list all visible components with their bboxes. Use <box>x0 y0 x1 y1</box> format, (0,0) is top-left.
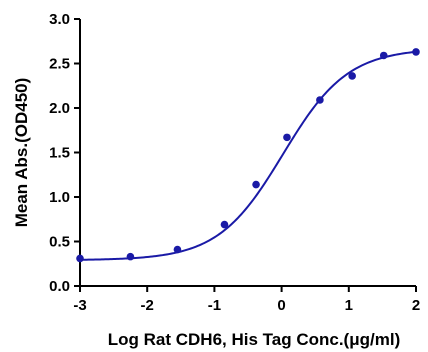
data-point <box>379 51 388 60</box>
data-point <box>348 72 356 80</box>
x-tick-label: 1 <box>345 297 353 314</box>
x-axis-title: Log Rat CDH6, His Tag Conc.(μg/ml) <box>108 330 400 349</box>
y-tick-label: 0.5 <box>49 234 70 251</box>
fit-curve <box>79 50 417 261</box>
data-point <box>126 252 135 261</box>
y-axis: 0.0 0.5 1.0 1.5 2.0 2.5 3.0 <box>49 11 81 295</box>
y-tick-label: 2.5 <box>49 56 70 73</box>
y-axis-title: Mean Abs.(OD450) <box>12 78 31 228</box>
data-point <box>76 254 84 263</box>
data-point <box>252 180 260 189</box>
y-tick-label: 1.5 <box>49 145 70 162</box>
data-point <box>412 48 420 56</box>
y-tick-label: 2.0 <box>49 100 70 117</box>
data-point <box>316 96 324 104</box>
data-point <box>283 133 291 142</box>
data-points-layer <box>76 48 420 263</box>
y-tick-label: 0.0 <box>49 278 70 295</box>
x-tick-label: -2 <box>141 297 154 314</box>
x-tick-label: 2 <box>412 297 420 314</box>
x-axis: -3 -2 -1 0 1 2 <box>73 285 420 314</box>
x-tick-label: 0 <box>277 297 285 314</box>
y-tick-label: 1.0 <box>49 189 70 206</box>
data-point <box>220 220 229 229</box>
x-tick-label: -3 <box>73 297 86 314</box>
data-point <box>173 245 182 254</box>
y-tick-label: 3.0 <box>49 11 70 28</box>
x-tick-label: -1 <box>208 297 221 314</box>
fit-curve-layer <box>79 50 417 261</box>
